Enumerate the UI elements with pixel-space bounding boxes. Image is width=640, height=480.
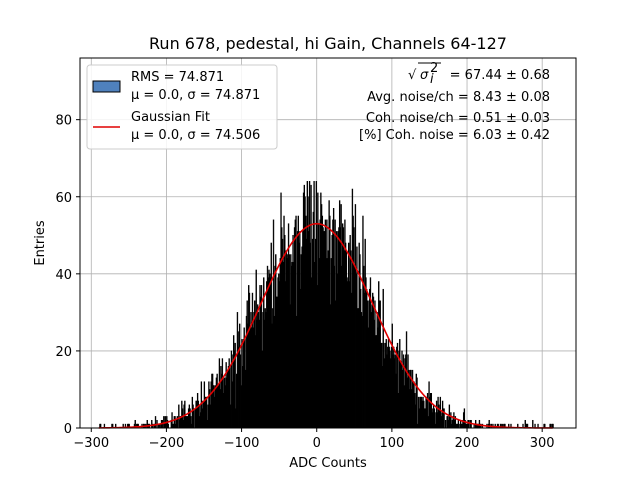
x-axis-label: ADC Counts — [289, 456, 367, 471]
x-tick-label: 100 — [379, 436, 404, 451]
legend-histogram-stats: μ = 0.0, σ = 74.871 — [131, 88, 260, 103]
plot-frame — [79, 57, 577, 429]
chart-title: Run 678, pedestal, hi Gain, Channels 64-… — [149, 34, 507, 53]
legend-fit-stats: μ = 0.0, σ = 74.506 — [131, 128, 260, 143]
sigma-superscript: 2 — [430, 61, 438, 76]
legend-box — [86, 64, 278, 150]
x-tick-label: 300 — [530, 436, 555, 451]
histogram-bin — [444, 419, 447, 429]
legend-fit-label: Gaussian Fit — [131, 110, 210, 125]
legend-histogram-label: RMS = 74.871 — [131, 70, 224, 85]
legend-histogram-swatch — [92, 80, 121, 93]
annotation-sigma-sum: √ σ 2 i = 67.44 ± 0.68 — [408, 61, 550, 87]
y-tick-label: 0 — [64, 422, 72, 437]
sigma-symbol: σ — [420, 68, 429, 83]
histogram-bin — [154, 416, 157, 429]
histogram-bin — [552, 423, 554, 429]
annotation-coh-noise-percent: [%] Coh. noise = 6.03 ± 0.42 — [359, 128, 550, 143]
x-tick-label: −200 — [149, 436, 185, 451]
axis-ticks: −300 −200 −100 0 100 200 300 0 20 40 60 80 — [55, 114, 554, 451]
annotation-coh-noise: Coh. noise/ch = 0.51 ± 0.03 — [366, 111, 550, 126]
sigma-subscript: i — [430, 72, 434, 87]
annotation-line1-value: = 67.44 ± 0.68 — [450, 68, 550, 83]
annotation-avg-noise: Avg. noise/ch = 8.43 ± 0.08 — [367, 90, 550, 105]
y-axis-label: Entries — [33, 220, 48, 266]
histogram-bin — [458, 423, 460, 429]
y-tick-label: 80 — [55, 114, 72, 129]
y-tick-label: 40 — [55, 268, 72, 283]
noise-annotations: √ σ 2 i = 67.44 ± 0.68 Avg. noise/ch = 8… — [359, 61, 550, 143]
histogram-bin — [193, 408, 195, 429]
x-tick-label: −300 — [73, 436, 109, 451]
legend: RMS = 74.871 μ = 0.0, σ = 74.871 Gaussia… — [86, 64, 278, 150]
x-tick-label: 200 — [455, 436, 480, 451]
y-tick-label: 60 — [55, 191, 72, 206]
y-tick-label: 20 — [55, 345, 72, 360]
x-tick-label: 0 — [313, 436, 321, 451]
gaussian-fit-line — [98, 222, 553, 429]
x-tick-label: −100 — [224, 436, 260, 451]
histogram-bin — [468, 419, 470, 429]
sqrt-symbol: √ — [408, 68, 417, 83]
histogram-bin — [532, 419, 534, 429]
histogram-bin — [167, 423, 169, 429]
